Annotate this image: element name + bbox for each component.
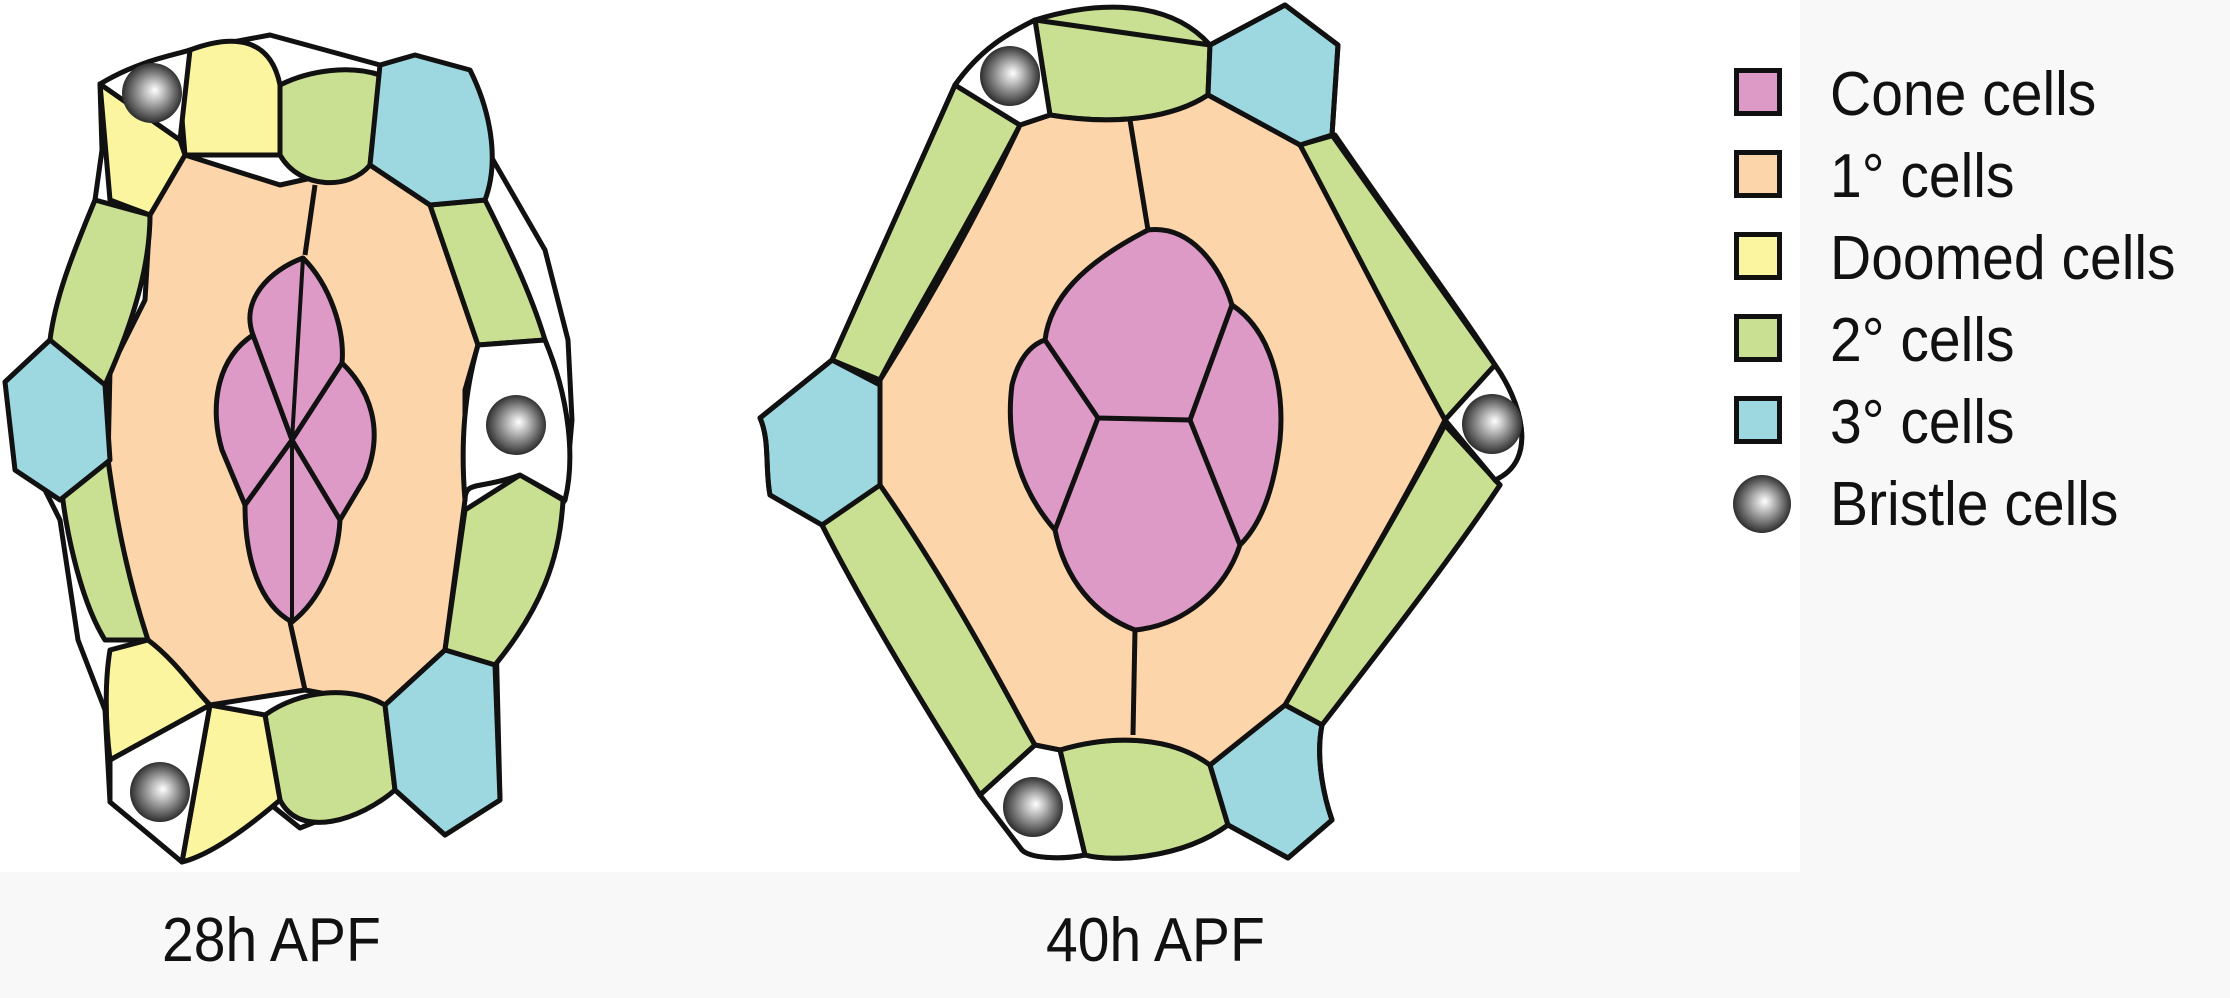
- caption-28h: 28h APF: [162, 906, 381, 975]
- bristle-cell-40h-2: [1462, 394, 1522, 454]
- legend-label-doomed: Doomed cells: [1830, 224, 2176, 293]
- secondary-cell-28h-6: [262, 690, 398, 825]
- legend-label-cone: Cone cells: [1830, 60, 2097, 129]
- legend-label-primary: 1° cells: [1830, 142, 2015, 211]
- legend-swatch-cone: [1734, 68, 1782, 116]
- legend-label-bristle: Bristle cells: [1830, 470, 2119, 539]
- cone-cells-40h: [1007, 227, 1284, 633]
- bristle-cell-28h-1: [122, 63, 182, 123]
- secondary-cell-28h-4: [442, 472, 566, 668]
- bristle-cell-28h-3: [130, 762, 190, 822]
- doomed-cell-28h-1: [177, 38, 283, 158]
- tertiary-cell-28h-1: [367, 52, 495, 208]
- secondary-cell-28h-5: [277, 67, 383, 186]
- caption-40h: 40h APF: [1046, 906, 1265, 975]
- ommatidium-28h: [2, 32, 575, 865]
- ommatidium-40h: [757, 2, 1525, 861]
- caption-band: [0, 872, 2230, 998]
- bristle-cell-40h-1: [980, 46, 1040, 106]
- bristle-cell-28h-2: [486, 395, 546, 455]
- legend-bristle-icon: [1733, 475, 1791, 533]
- legend-swatch-tertiary: [1734, 396, 1782, 444]
- legend-label-secondary: 2° cells: [1830, 306, 2015, 375]
- legend-band: [1800, 0, 2230, 872]
- legend-swatch-doomed: [1734, 232, 1782, 280]
- tertiary-cell-28h-2: [2, 337, 113, 503]
- legend-swatch-primary: [1734, 150, 1782, 198]
- bristle-cell-40h-3: [1003, 777, 1063, 837]
- tertiary-cell-28h-3: [382, 647, 503, 838]
- legend-swatch-secondary: [1734, 314, 1782, 362]
- legend-label-tertiary: 3° cells: [1830, 388, 2015, 457]
- doomed-cell-28h-4: [179, 702, 283, 865]
